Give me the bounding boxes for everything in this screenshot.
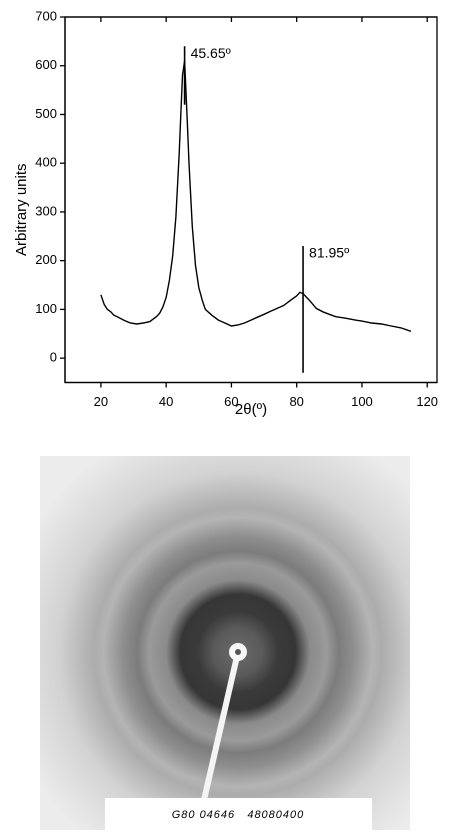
y-tick-label: 700 bbox=[35, 8, 57, 23]
label-box bbox=[105, 798, 372, 830]
data-line bbox=[100, 60, 412, 332]
plot-frame bbox=[64, 16, 438, 384]
pattern bbox=[40, 456, 410, 830]
image-label: G80 04646 48080400 bbox=[172, 809, 305, 821]
x-tick-label: 80 bbox=[289, 394, 303, 409]
y-tick-label: 600 bbox=[35, 57, 57, 72]
x-tick-label: 20 bbox=[94, 394, 108, 409]
x-tick-label: 40 bbox=[159, 394, 173, 409]
peak-label: 81.95º bbox=[309, 245, 349, 261]
y-tick-label: 200 bbox=[35, 252, 57, 267]
y-tick-label: 400 bbox=[35, 155, 57, 170]
center-dot bbox=[235, 649, 241, 655]
y-tick-label: 500 bbox=[35, 106, 57, 121]
y-tick-label: 0 bbox=[50, 350, 57, 365]
peak-label: 45.65º bbox=[191, 45, 231, 61]
x-tick-label: 100 bbox=[351, 394, 373, 409]
x-tick-label: 60 bbox=[224, 394, 238, 409]
x-axis-label: 2θ(º) bbox=[235, 401, 267, 418]
diffraction-image: G80 04646 48080400 bbox=[40, 456, 410, 830]
y-tick-label: 100 bbox=[35, 301, 57, 316]
x-tick-label: 120 bbox=[416, 394, 438, 409]
y-tick-label: 300 bbox=[35, 203, 57, 218]
plot: 0 100 200 300 400 500 600 700 20 40 60 80 100 120 2θ(º… bbox=[13, 8, 438, 418]
y-axis-label: Arbitrary units bbox=[13, 163, 30, 256]
beam-stop bbox=[201, 651, 241, 801]
